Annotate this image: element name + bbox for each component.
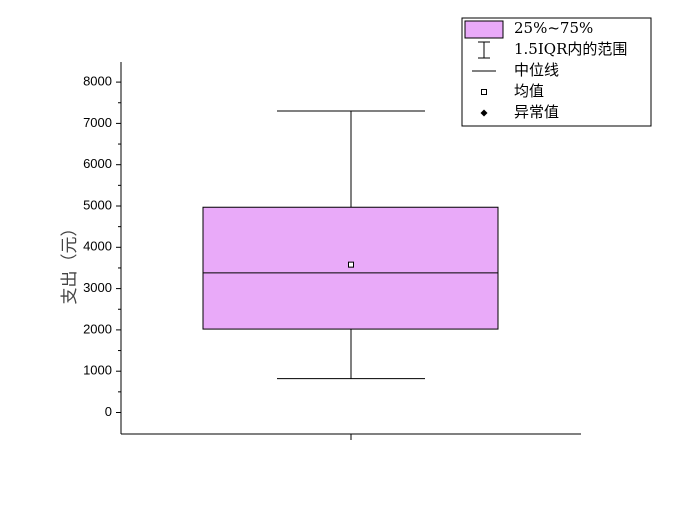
legend-label: 1.5IQR内的范围 [514,40,627,58]
y-tick-label: 0 [105,404,112,419]
y-tick-label: 6000 [83,156,112,171]
iqr-box [202,206,499,330]
legend-label: 中位线 [514,61,559,79]
y-tick-label: 8000 [83,74,112,89]
mean-marker [348,261,354,268]
y-tick-label: 2000 [83,321,112,336]
plot-area [202,110,499,380]
legend-box-swatch [464,20,504,39]
legend-outlier-symbol [480,109,488,117]
legend-label: 25%~75% [514,19,593,37]
y-tick-label: 4000 [83,239,112,254]
legend-mean-symbol [481,89,487,95]
legend-label: 异常值 [514,103,559,121]
y-tick-label: 3000 [83,280,112,295]
y-axis-title: 支出（元） [60,220,80,305]
legend-label: 均值 [514,82,544,100]
y-tick-label: 7000 [83,115,112,130]
y-tick-label: 5000 [83,197,112,212]
axes: 0 1000 2000 3000 4000 5000 6000 7000 8000 [83,62,581,440]
y-tick-label: 1000 [83,363,112,378]
